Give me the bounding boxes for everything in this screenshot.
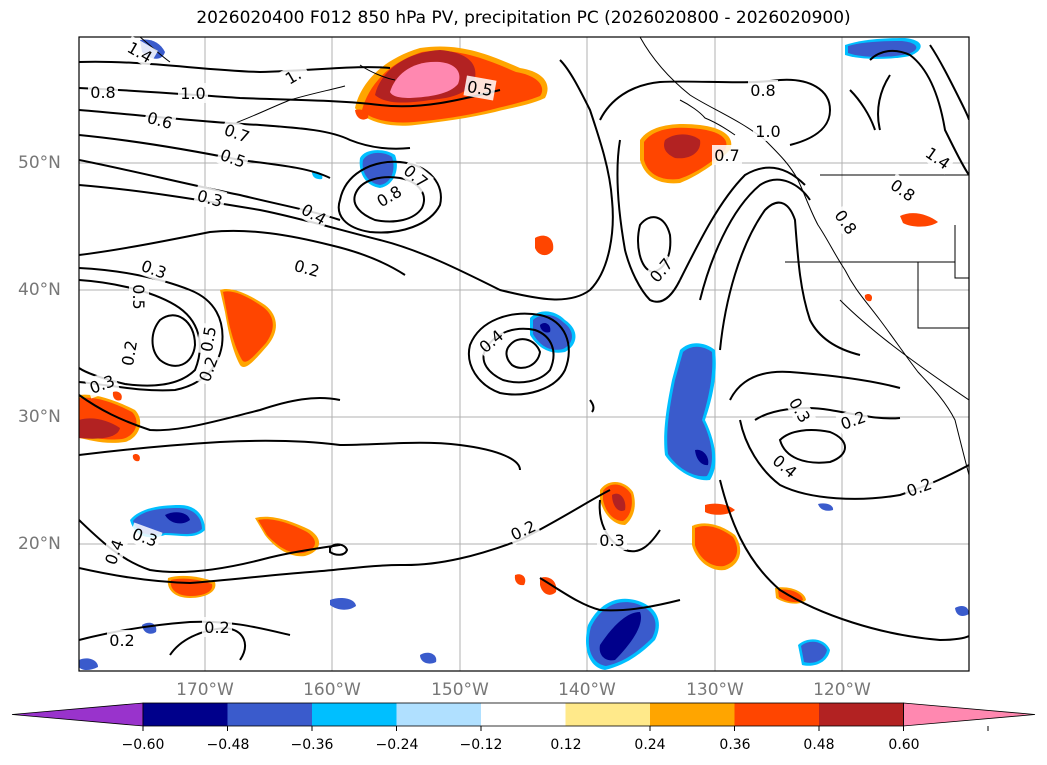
- map-frame: [78, 36, 970, 672]
- contour-label-bg: [275, 59, 311, 93]
- colorbar-segment: [819, 703, 904, 726]
- contour-label-bg: [901, 472, 937, 502]
- contour-label-bg: [116, 336, 142, 370]
- colorbar-tick: 0.60: [888, 737, 920, 753]
- contour-label-bg: [829, 203, 863, 241]
- contour-label: 0.8: [90, 83, 115, 102]
- colorbar-extend-high: [903, 702, 1036, 727]
- colorbar-segment: [650, 703, 735, 726]
- contour-label-bg: [215, 143, 251, 173]
- contour-label: 0.2: [204, 618, 229, 637]
- contour-label: 0.2: [118, 339, 141, 367]
- contour-label-bg: [129, 282, 149, 312]
- contour-label-bg: [398, 158, 434, 194]
- colorbar: [11, 702, 1036, 731]
- contour-label-bg: [107, 630, 137, 650]
- map-title: 2026020400 F012 850 hPa PV, precipitatio…: [196, 8, 851, 28]
- coastlines: [139, 37, 969, 476]
- contour-label-bg: [289, 254, 325, 282]
- colorbar-segment: [227, 703, 312, 726]
- lat-label-30n: 30°N: [18, 407, 61, 427]
- contour-label-bg: [748, 80, 778, 100]
- map-plot-area: [79, 37, 969, 671]
- contour-label-bg: [192, 184, 228, 212]
- colorbar-segment: [481, 703, 566, 726]
- contour-label-bg: [753, 121, 783, 141]
- contour-label: 0.5: [197, 325, 220, 353]
- contour-label: 0.8: [750, 81, 775, 100]
- colorbar-tick: −0.48: [206, 737, 250, 753]
- colorbar-tick: −0.36: [290, 737, 334, 753]
- colorbar-tick: 0.48: [803, 737, 835, 753]
- colorbar-segment: [396, 703, 481, 726]
- contour-label-bg: [193, 351, 223, 387]
- lon-label-150w: 150°W: [431, 680, 489, 700]
- contour-label-bg: [597, 530, 627, 550]
- contour-label-bg: [136, 254, 172, 284]
- precip-positive-areas: [79, 46, 938, 604]
- lon-label-120w: 120°W: [813, 680, 871, 700]
- contour-label: 0.7: [714, 146, 739, 165]
- contour-label-bg: [178, 83, 208, 103]
- contour-label-bg: [505, 514, 541, 546]
- contour-label: 0.3: [599, 531, 624, 550]
- colorbar-tick: −0.24: [375, 737, 419, 753]
- contour-label-bg: [463, 75, 497, 101]
- contour-label: 1.0: [755, 122, 780, 141]
- contour-label: 0.5: [129, 284, 148, 309]
- lon-label-160w: 160°W: [303, 680, 361, 700]
- contour-label-bg: [473, 323, 509, 359]
- colorbar-segment: [734, 703, 819, 726]
- colorbar-segment: [312, 703, 397, 726]
- lat-label-20n: 20°N: [18, 534, 61, 554]
- contour-label-bg: [783, 392, 817, 428]
- contour-label-bg: [84, 369, 120, 399]
- contour-label-bg: [122, 35, 158, 69]
- contour-label: 1.0: [180, 84, 205, 103]
- contour-label-bg: [919, 141, 957, 175]
- colorbar-segment: [565, 703, 650, 726]
- lon-label-130w: 130°W: [686, 680, 744, 700]
- contour-label-bg: [371, 179, 407, 213]
- colorbar-outline: [142, 702, 904, 727]
- contour-label-bg: [88, 82, 118, 102]
- contour-label-bg: [142, 106, 178, 134]
- contour-label-bg: [835, 405, 871, 435]
- colorbar-extend-low: [11, 702, 144, 727]
- contour-label-bg: [296, 197, 332, 231]
- contour-label-bg: [767, 448, 803, 484]
- colorbar-tick: 0.36: [719, 737, 751, 753]
- colorbar-segment: [143, 703, 228, 726]
- colorbar-tick: 0.12: [550, 737, 582, 753]
- lon-label-140w: 140°W: [558, 680, 616, 700]
- contour-label: 0.5: [466, 77, 494, 100]
- contour-label-bg: [884, 173, 922, 207]
- colorbar-tick: −0.60: [121, 737, 165, 753]
- contour-label-bg: [195, 322, 221, 356]
- colorbar-tick: 0.24: [634, 737, 666, 753]
- lon-label-170w: 170°W: [176, 680, 234, 700]
- lat-label-50n: 50°N: [18, 153, 61, 173]
- contour-label-bg: [99, 534, 129, 570]
- colorbar-tick: −0.12: [459, 737, 503, 753]
- contour-label-bg: [219, 118, 255, 148]
- contour-label-bg: [202, 617, 232, 637]
- lat-label-40n: 40°N: [18, 280, 61, 300]
- contour-label-bg: [712, 145, 742, 165]
- contour-label-bg: [127, 522, 163, 552]
- contour-label-bg: [643, 252, 679, 288]
- contour-label: 0.2: [109, 631, 134, 650]
